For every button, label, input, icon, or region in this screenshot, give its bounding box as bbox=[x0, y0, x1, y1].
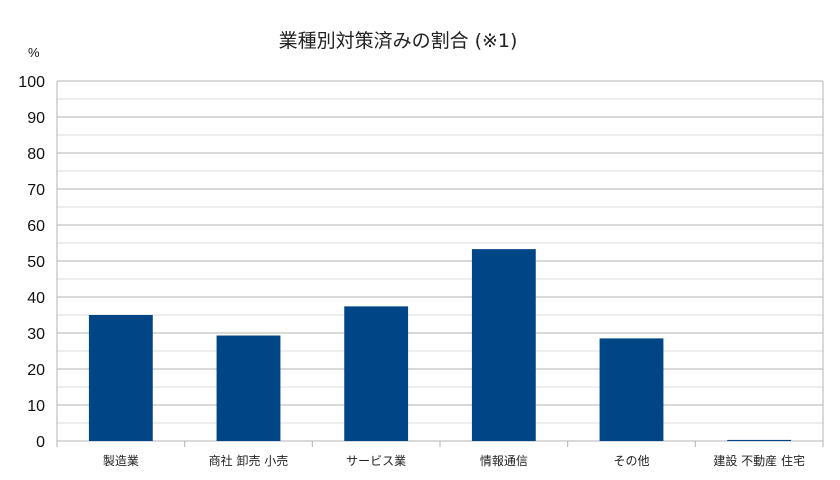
chart-title: 業種別対策済みの割合 (※1) bbox=[279, 30, 518, 52]
y-axis-unit-label: % bbox=[28, 45, 40, 60]
x-tick-label: 製造業 bbox=[103, 454, 139, 468]
y-tick-label: 50 bbox=[27, 254, 45, 271]
y-tick-label: 0 bbox=[36, 434, 45, 451]
y-axis-ticks: 0 10 20 30 40 50 60 70 80 90 100 bbox=[18, 74, 45, 451]
y-tick-label: 20 bbox=[27, 362, 45, 379]
x-axis-ticks: 製造業 商社 卸売 小売 サービス業 情報通信 その他 建設 不動産 住宅 bbox=[103, 453, 805, 468]
bar-series bbox=[88, 249, 792, 441]
bar bbox=[216, 335, 281, 441]
bar bbox=[727, 439, 792, 441]
x-tick-label: 商社 卸売 小売 bbox=[209, 453, 289, 468]
bar bbox=[344, 306, 409, 441]
bar bbox=[88, 315, 153, 441]
x-tick-label: その他 bbox=[613, 454, 649, 468]
y-tick-label: 40 bbox=[27, 290, 45, 307]
bar bbox=[471, 249, 536, 441]
y-tick-label: 60 bbox=[27, 218, 45, 235]
y-tick-label: 100 bbox=[18, 74, 45, 91]
grid-lines bbox=[56, 80, 824, 447]
y-tick-label: 10 bbox=[27, 398, 45, 415]
y-tick-label: 90 bbox=[27, 110, 45, 127]
bar bbox=[599, 338, 664, 441]
y-tick-label: 70 bbox=[27, 182, 45, 199]
x-tick-label: サービス業 bbox=[346, 454, 406, 468]
x-tick-label: 建設 不動産 住宅 bbox=[713, 453, 805, 468]
y-tick-label: 30 bbox=[27, 326, 45, 343]
x-tick-label: 情報通信 bbox=[480, 454, 528, 468]
y-tick-label: 80 bbox=[27, 146, 45, 163]
